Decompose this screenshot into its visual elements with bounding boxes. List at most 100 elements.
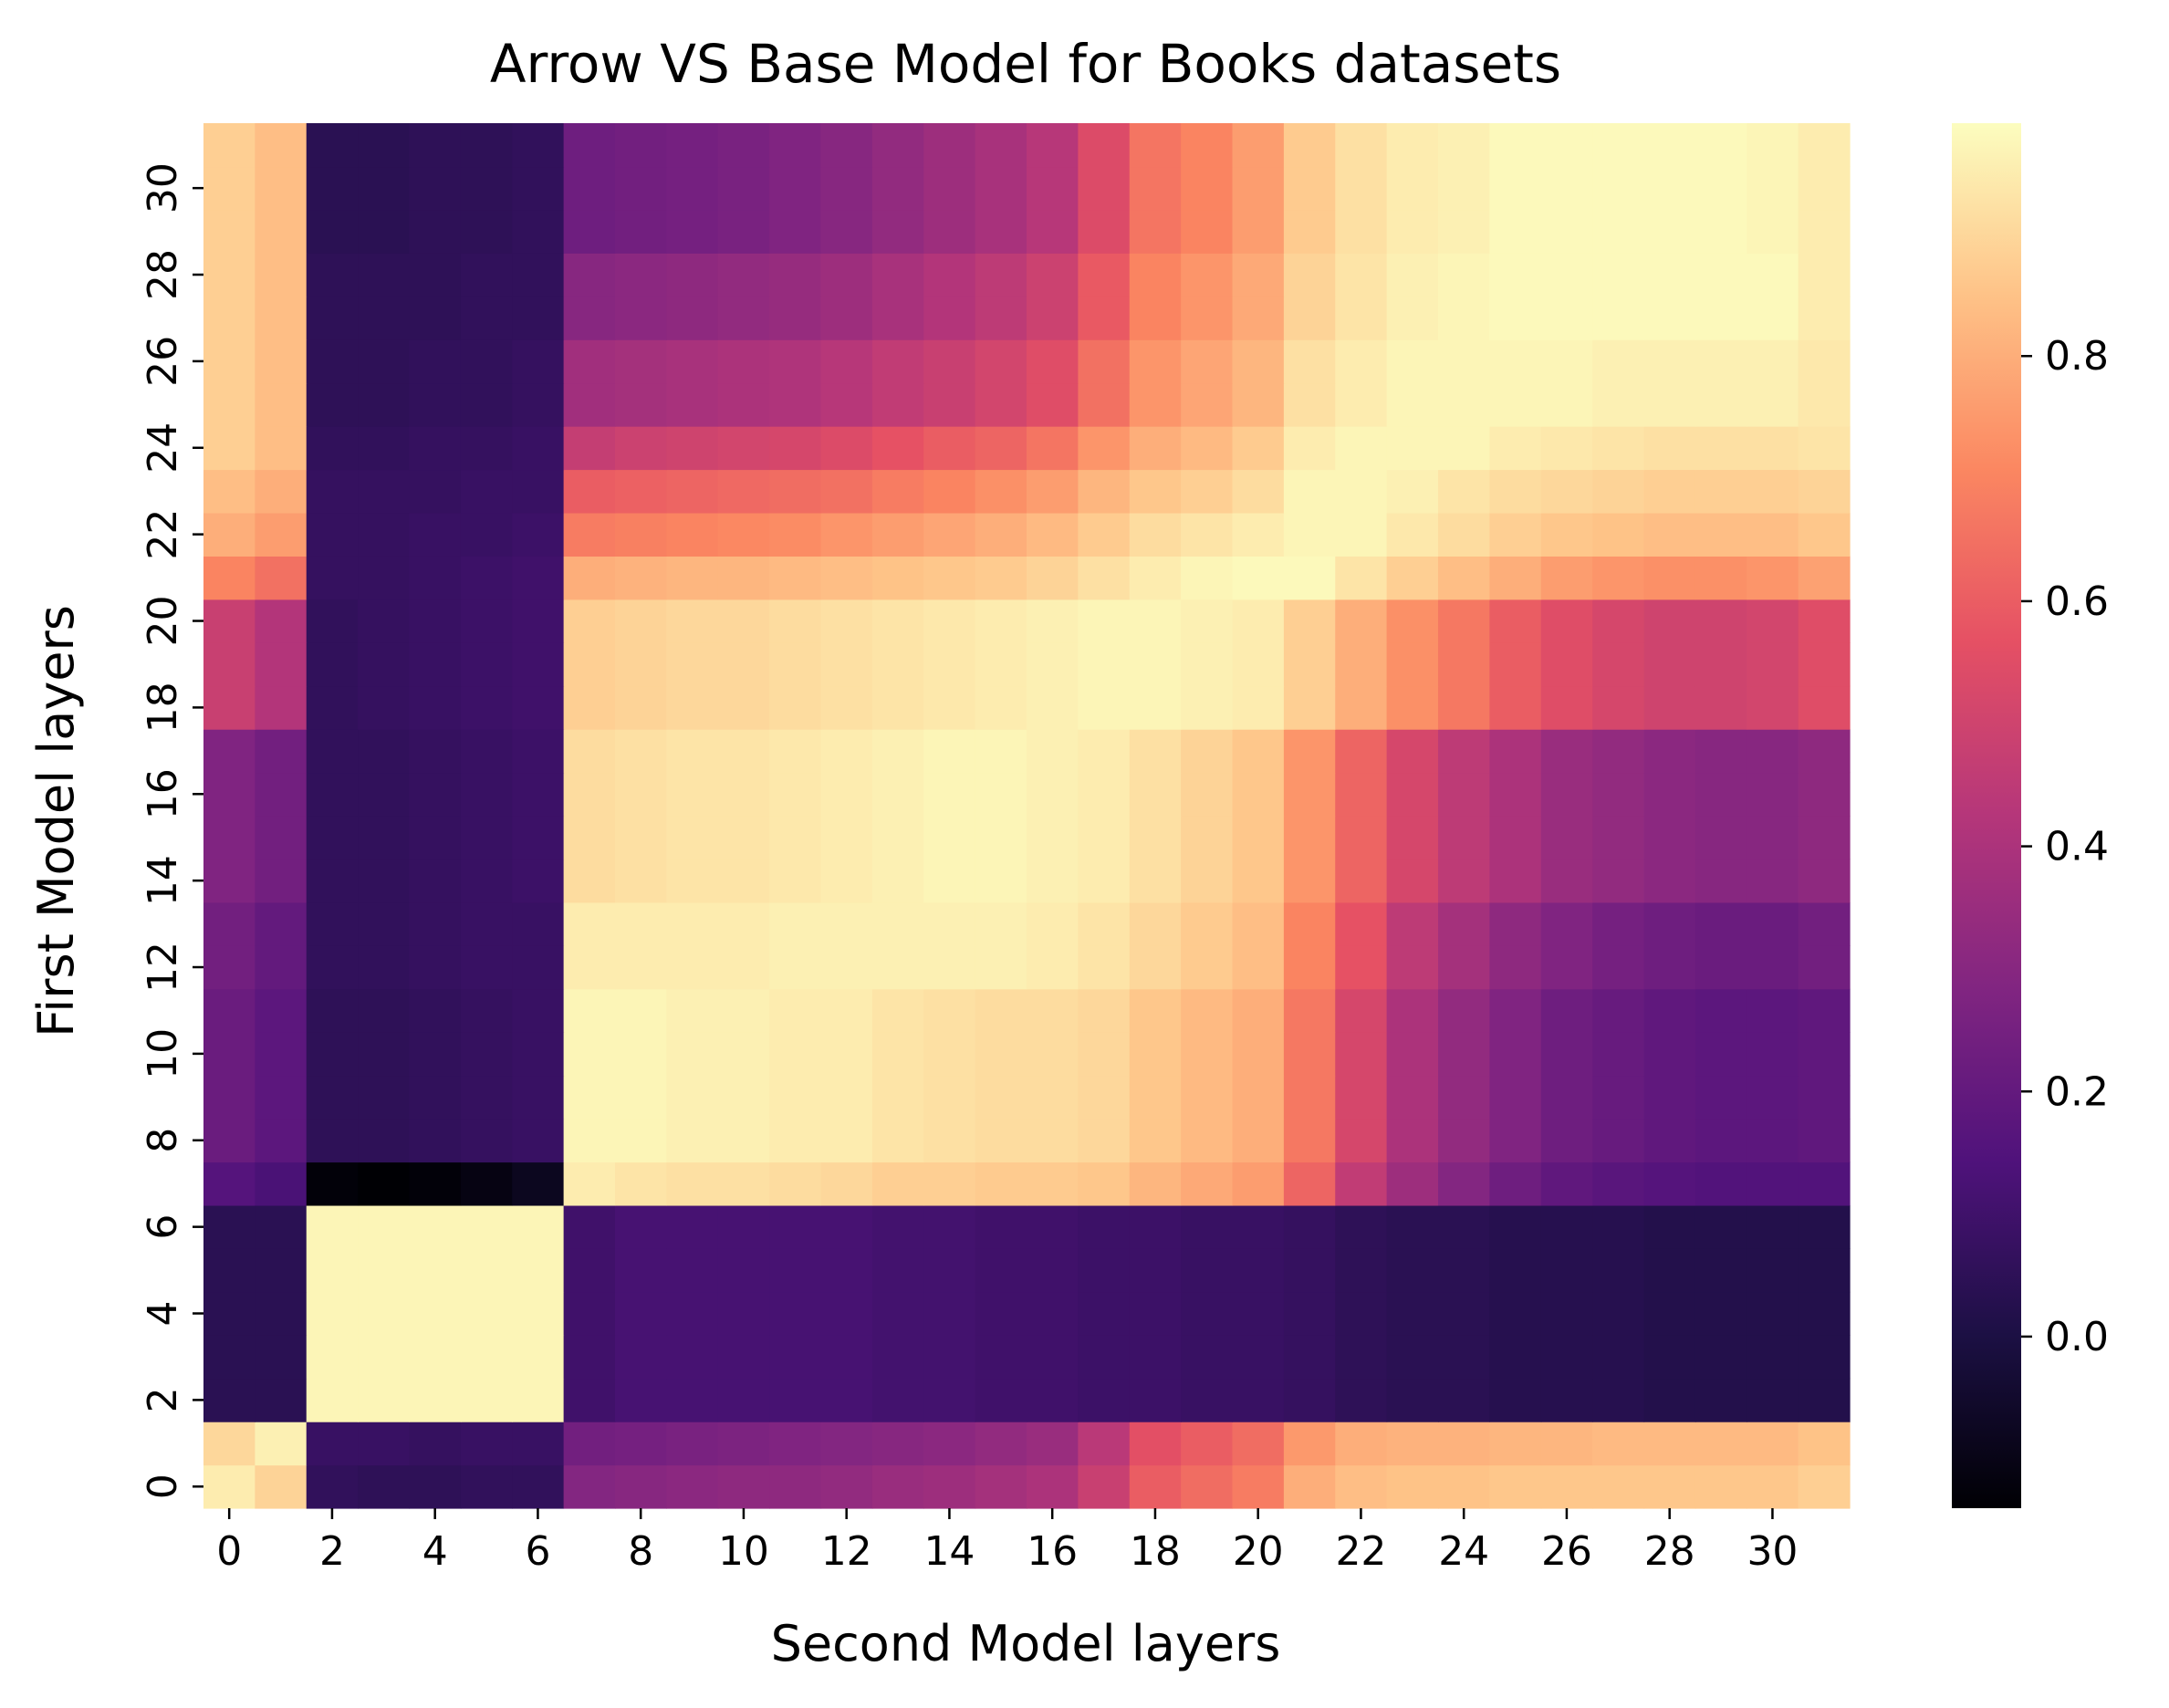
heatmap-cell-r22-c0 <box>203 512 255 557</box>
heatmap-cell-r17-c17 <box>1078 729 1131 774</box>
heatmap-cell-r6-c22 <box>1335 1204 1388 1249</box>
heatmap-cell-r15-c20 <box>1232 816 1285 860</box>
heatmap-cell-r23-c3 <box>358 469 411 514</box>
x-axis-ticks: 0 2 4 6 8 10 12 14 16 18 20 22 24 26 28 30 <box>216 1508 1798 1575</box>
heatmap-cell-r3-c22 <box>1335 1335 1388 1380</box>
heatmap-cell-r22-c30 <box>1747 512 1799 557</box>
heatmap-cell-r18-c16 <box>1027 685 1079 730</box>
heatmap-cell-r27-c27 <box>1592 296 1645 340</box>
heatmap-cell-r20-c17 <box>1078 599 1131 643</box>
heatmap-cell-r13-c27 <box>1592 901 1645 946</box>
heatmap-cell-r19-c8 <box>615 642 667 687</box>
heatmap-cell-r17-c6 <box>512 729 565 774</box>
heatmap-cell-r24-c25 <box>1489 426 1542 471</box>
heatmap-cell-r23-c19 <box>1181 469 1234 514</box>
heatmap-cell-r11-c22 <box>1335 988 1388 1033</box>
heatmap-cell-r0-c12 <box>820 1464 873 1509</box>
heatmap-cell-r27-c20 <box>1232 296 1285 340</box>
heatmap-cell-r19-c23 <box>1386 642 1439 687</box>
heatmap-cell-r6-c16 <box>1027 1204 1079 1249</box>
heatmap-cell-r19-c2 <box>306 642 359 687</box>
heatmap-cell-r3-c7 <box>563 1335 616 1380</box>
heatmap-cell-r29-c6 <box>512 209 565 254</box>
heatmap-cell-r17-c26 <box>1540 729 1593 774</box>
heatmap-cell-r11-c19 <box>1181 988 1234 1033</box>
heatmap-cell-r10-c28 <box>1643 1032 1696 1077</box>
heatmap-cell-r27-c10 <box>717 296 770 340</box>
heatmap-cell-r9-c10 <box>717 1075 770 1120</box>
heatmap-cell-r15-c26 <box>1540 816 1593 860</box>
heatmap-cell-r4-c18 <box>1129 1291 1182 1336</box>
heatmap-cell-r15-c24 <box>1438 816 1490 860</box>
heatmap-cell-r14-c7 <box>563 859 616 903</box>
heatmap-cell-r9-c24 <box>1438 1075 1490 1120</box>
colorbar-tick-label-3: 0.6 <box>2045 578 2109 625</box>
heatmap-cell-r15-c16 <box>1027 816 1079 860</box>
heatmap-cell-r18-c26 <box>1540 685 1593 730</box>
heatmap-cell-r25-c24 <box>1438 382 1490 427</box>
heatmap-cell-r4-c6 <box>512 1291 565 1336</box>
heatmap-cell-r29-c13 <box>871 209 924 254</box>
heatmap-cell-r21-c13 <box>871 556 924 600</box>
x-tick-label-12: 12 <box>821 1528 872 1575</box>
heatmap-cell-r5-c20 <box>1232 1248 1285 1293</box>
heatmap-cell-r16-c1 <box>255 772 308 817</box>
heatmap-cell-r12-c12 <box>820 945 873 990</box>
heatmap-cell-r8-c30 <box>1747 1119 1799 1163</box>
heatmap-cell-r18-c5 <box>460 685 513 730</box>
heatmap-cell-r19-c22 <box>1335 642 1388 687</box>
heatmap-cell-r17-c14 <box>923 729 976 774</box>
heatmap-cell-r26-c0 <box>203 339 255 384</box>
heatmap-cell-r9-c7 <box>563 1075 616 1120</box>
heatmap-cell-r0-c23 <box>1386 1464 1439 1509</box>
heatmap-cell-r2-c18 <box>1129 1378 1182 1422</box>
heatmap-cell-r6-c7 <box>563 1204 616 1249</box>
heatmap-cell-r17-c2 <box>306 729 359 774</box>
heatmap-cell-r10-c30 <box>1747 1032 1799 1077</box>
heatmap-cell-r7-c21 <box>1283 1161 1336 1206</box>
heatmap-cell-r6-c11 <box>769 1204 822 1249</box>
colorbar <box>1952 123 2021 1508</box>
heatmap-cell-r3-c19 <box>1181 1335 1234 1380</box>
heatmap-cell-r23-c20 <box>1232 469 1285 514</box>
heatmap-cell-r8-c0 <box>203 1119 255 1163</box>
heatmap-cell-r20-c25 <box>1489 599 1542 643</box>
heatmap-cell-r19-c3 <box>358 642 411 687</box>
heatmap-cell-r16-c5 <box>460 772 513 817</box>
heatmap-cell-r22-c16 <box>1027 512 1079 557</box>
heatmap-cell-r9-c13 <box>871 1075 924 1120</box>
heatmap-cell-r2-c24 <box>1438 1378 1490 1422</box>
heatmap-cell-r3-c26 <box>1540 1335 1593 1380</box>
heatmap-cell-r18-c23 <box>1386 685 1439 730</box>
heatmap-cell-r1-c28 <box>1643 1422 1696 1466</box>
heatmap-cell-r11-c10 <box>717 988 770 1033</box>
heatmap-cell-r31-c5 <box>460 123 513 168</box>
heatmap-cell-r22-c10 <box>717 512 770 557</box>
y-tick-label-2: 2 <box>140 1387 186 1412</box>
heatmap-cell-r17-c29 <box>1695 729 1747 774</box>
heatmap-cell-r9-c26 <box>1540 1075 1593 1120</box>
heatmap-cell-r8-c21 <box>1283 1119 1336 1163</box>
heatmap-cell-r10-c18 <box>1129 1032 1182 1077</box>
heatmap-cell-r5-c8 <box>615 1248 667 1293</box>
heatmap-cell-r9-c4 <box>409 1075 462 1120</box>
heatmap-cell-r12-c19 <box>1181 945 1234 990</box>
heatmap-cell-r25-c9 <box>666 382 719 427</box>
heatmap-cell-r23-c28 <box>1643 469 1696 514</box>
heatmap-cell-r13-c3 <box>358 901 411 946</box>
heatmap-cell-r0-c22 <box>1335 1464 1388 1509</box>
heatmap-cell-r26-c3 <box>358 339 411 384</box>
heatmap-cell-r0-c30 <box>1747 1464 1799 1509</box>
heatmap-cell-r15-c1 <box>255 816 308 860</box>
heatmap-cell-r18-c12 <box>820 685 873 730</box>
heatmap-cell-r23-c17 <box>1078 469 1131 514</box>
heatmap-cell-r3-c28 <box>1643 1335 1696 1380</box>
heatmap-cell-r31-c31 <box>1798 123 1851 168</box>
heatmap-cell-r4-c3 <box>358 1291 411 1336</box>
heatmap-cell-r28-c25 <box>1489 253 1542 297</box>
heatmap-cell-r5-c23 <box>1386 1248 1439 1293</box>
heatmap-cell-r0-c5 <box>460 1464 513 1509</box>
heatmap-cell-r3-c23 <box>1386 1335 1439 1380</box>
heatmap-cell-r25-c29 <box>1695 382 1747 427</box>
heatmap-cell-r3-c25 <box>1489 1335 1542 1380</box>
